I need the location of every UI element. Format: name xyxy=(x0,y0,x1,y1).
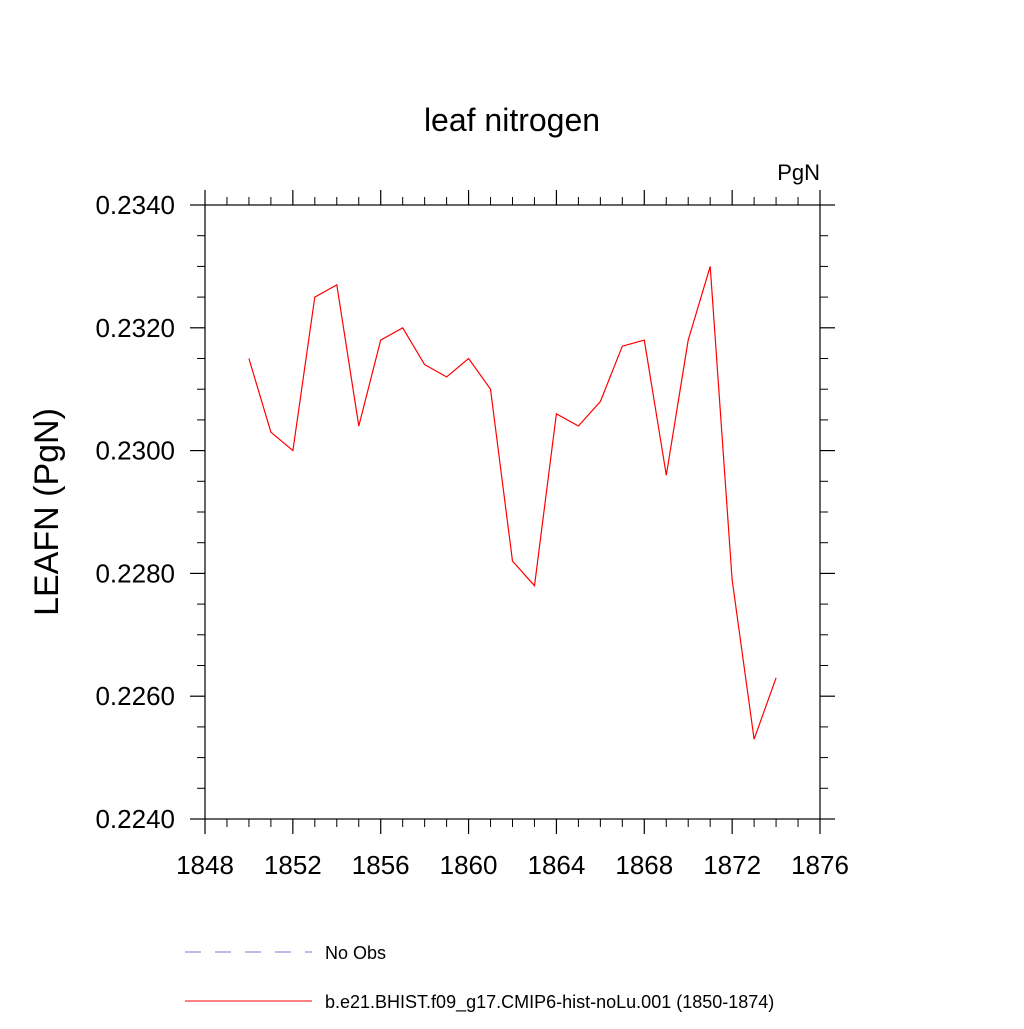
legend-label: No Obs xyxy=(325,943,386,963)
x-tick-label: 1868 xyxy=(615,850,673,880)
x-tick-label: 1852 xyxy=(264,850,322,880)
data-point xyxy=(753,738,755,740)
x-tick-label: 1872 xyxy=(703,850,761,880)
data-point xyxy=(731,579,733,581)
data-point xyxy=(709,266,711,268)
x-tick-label: 1848 xyxy=(176,850,234,880)
y-tick-label: 0.2320 xyxy=(95,313,175,343)
data-point xyxy=(622,345,624,347)
data-point xyxy=(578,425,580,427)
chart-title: leaf nitrogen xyxy=(424,102,600,138)
x-tick-label: 1876 xyxy=(791,850,849,880)
data-point xyxy=(424,364,426,366)
y-tick-label: 0.2260 xyxy=(95,681,175,711)
data-point xyxy=(336,284,338,286)
x-tick-label: 1856 xyxy=(352,850,410,880)
x-tick-label: 1864 xyxy=(528,850,586,880)
legend: No Obs b.e21.BHIST.f09_g17.CMIP6-hist-noL… xyxy=(185,943,774,1013)
y-axis-label: LEAFN (PgN) xyxy=(28,408,66,616)
data-point xyxy=(512,560,514,562)
y-tick-label: 0.2340 xyxy=(95,190,175,220)
data-point xyxy=(380,339,382,341)
units-label: PgN xyxy=(777,160,820,185)
data-point xyxy=(270,431,272,433)
data-point xyxy=(534,585,536,587)
data-point xyxy=(490,388,492,390)
data-point xyxy=(402,327,404,329)
data-point xyxy=(446,376,448,378)
data-point xyxy=(292,450,294,452)
data-point xyxy=(314,296,316,298)
axis-ticks: 1848 1852 1856 1860 1864 1868 1872 1876 0.2240 0.… xyxy=(95,190,849,880)
data-point xyxy=(556,413,558,415)
series-line xyxy=(248,266,777,740)
y-tick-label: 0.2300 xyxy=(95,436,175,466)
data-point xyxy=(358,425,360,427)
y-tick-label: 0.2240 xyxy=(95,804,175,834)
data-point xyxy=(248,358,250,360)
data-series xyxy=(248,266,777,740)
data-point xyxy=(687,339,689,341)
y-tick-label: 0.2280 xyxy=(95,558,175,588)
legend-label: b.e21.BHIST.f09_g17.CMIP6-hist-noLu.001 … xyxy=(325,992,774,1013)
data-point xyxy=(600,401,602,403)
data-point xyxy=(468,358,470,360)
x-tick-label: 1860 xyxy=(440,850,498,880)
data-point xyxy=(643,339,645,341)
data-point xyxy=(775,677,777,679)
data-point xyxy=(665,474,667,476)
